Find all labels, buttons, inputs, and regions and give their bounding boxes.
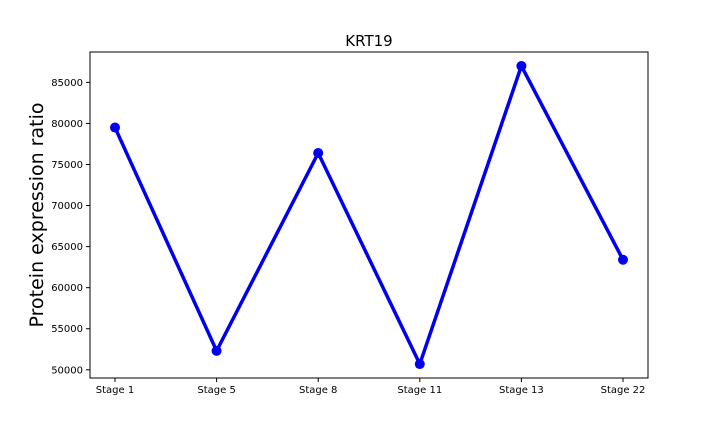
y-tick-label: 55000 — [51, 324, 83, 335]
y-tick-label: 70000 — [51, 201, 83, 212]
chart-title: KRT19 — [345, 32, 392, 50]
data-point — [211, 345, 222, 356]
y-tick-label: 60000 — [51, 283, 83, 294]
x-tick-label: Stage 22 — [601, 385, 646, 396]
y-tick-label: 85000 — [51, 78, 83, 89]
x-tick-label: Stage 1 — [96, 385, 134, 396]
y-axis-label: Protein expression ratio — [26, 103, 48, 328]
series-layer — [110, 60, 628, 370]
data-point — [110, 122, 120, 133]
x-tick-label: Stage 11 — [397, 385, 442, 396]
y-axis-ticks: 50000 55000 60000 65000 70000 75000 80000 85000 — [51, 78, 90, 376]
y-tick-label: 80000 — [51, 119, 83, 130]
data-point — [414, 359, 425, 370]
data-point — [516, 60, 527, 71]
x-tick-label: Stage 5 — [197, 385, 235, 396]
series-line — [113, 61, 625, 369]
y-tick-label: 75000 — [51, 160, 83, 171]
x-tick-label: Stage 13 — [499, 385, 544, 396]
y-tick-label: 65000 — [51, 242, 83, 253]
y-tick-label: 50000 — [51, 365, 83, 376]
data-point — [313, 148, 324, 159]
x-tick-label: Stage 8 — [299, 385, 337, 396]
data-point — [618, 254, 628, 265]
x-axis-ticks: Stage 1 Stage 5 Stage 8 Stage 11 Stage 13 Sta… — [96, 378, 646, 396]
plot-frame — [89, 51, 649, 379]
